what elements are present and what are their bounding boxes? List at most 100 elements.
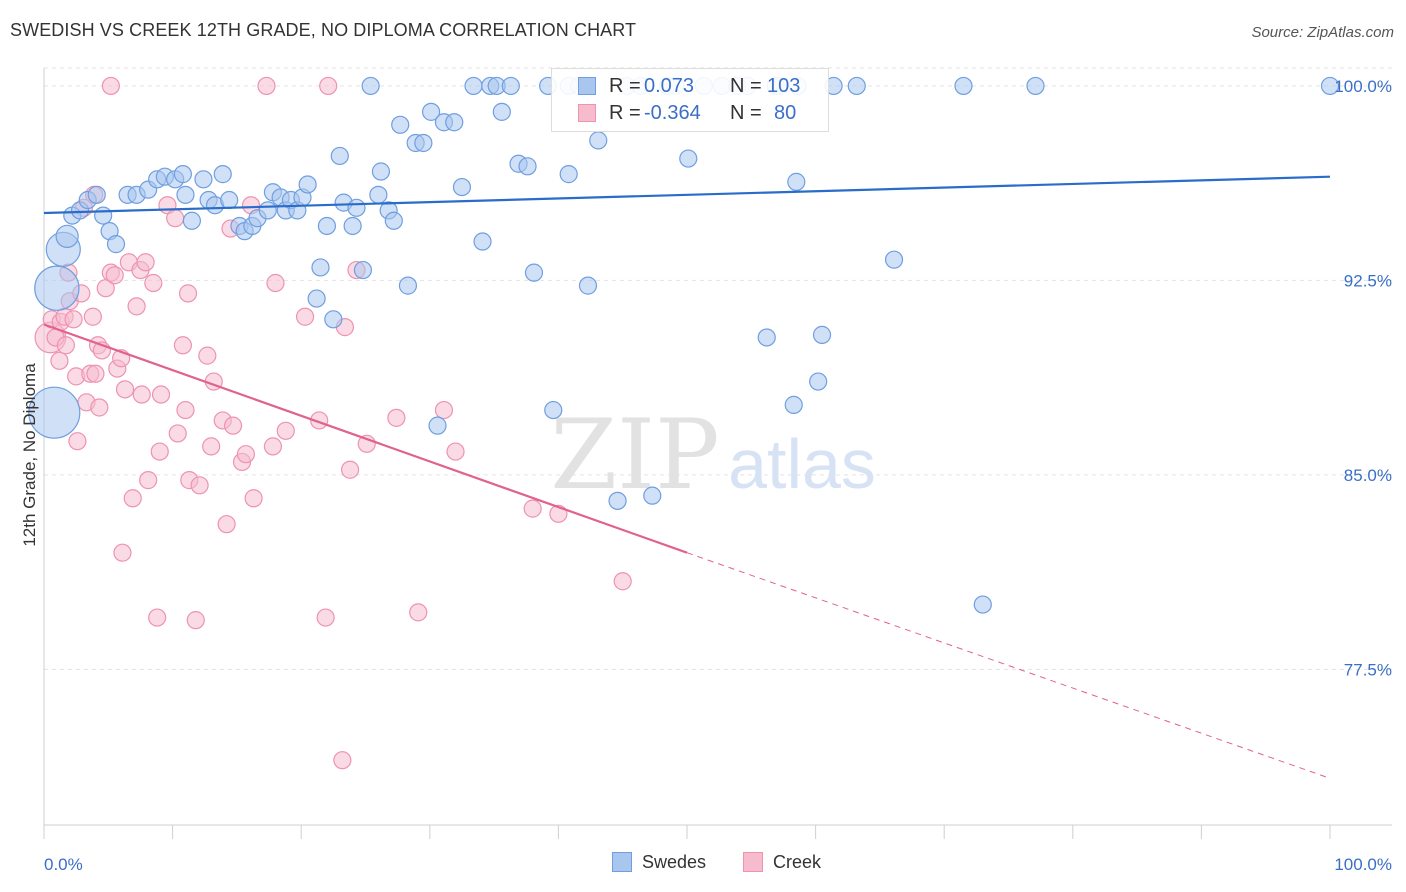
swedes-point: [812, 325, 832, 344]
swedes-point: [311, 258, 330, 277]
swedes-point: [473, 232, 492, 251]
y-tick-label: 92.5%: [1344, 271, 1392, 290]
swedes-point: [194, 170, 213, 189]
swedes-point: [343, 216, 362, 236]
creek-point: [446, 442, 465, 461]
creek-point: [316, 608, 335, 627]
swedes-point: [330, 146, 349, 166]
creek-point: [523, 499, 542, 518]
swedes-point: [353, 260, 373, 280]
creek-point: [266, 273, 285, 293]
y-tick-label: 85.0%: [1344, 466, 1392, 485]
swedes-point: [55, 224, 79, 248]
creek-point: [340, 460, 360, 479]
legend-r-label: R =: [609, 75, 641, 97]
swedes-point: [559, 165, 578, 184]
creek-point: [387, 408, 406, 427]
creek-trend-extension: [686, 552, 1331, 779]
bottom-legend-swedes: Swedes: [612, 852, 706, 873]
creek-point: [150, 442, 169, 461]
swedes-point: [784, 395, 803, 414]
creek-point: [409, 603, 428, 622]
legend-r-value: -0.364: [644, 102, 701, 124]
swedes-point: [182, 211, 201, 230]
swedes-point: [421, 102, 441, 121]
swedes-point: [371, 162, 391, 181]
swedes-point: [317, 216, 337, 236]
swedes-point: [220, 190, 239, 210]
creek-point: [202, 437, 221, 456]
swedes-point: [1026, 76, 1045, 96]
swedes-point: [518, 157, 537, 176]
creek-point: [223, 416, 243, 435]
creek-point: [244, 489, 263, 508]
swedes-point: [501, 76, 520, 96]
grid-lines: [44, 67, 1392, 670]
creek-point: [613, 572, 632, 591]
swedes-point: [954, 76, 973, 96]
legend-n-value: 80: [774, 102, 797, 124]
y-tick-label: 77.5%: [1344, 660, 1392, 679]
legend-row-creek: R = -0.364 N = 80: [552, 100, 828, 126]
swedes-point: [398, 276, 418, 295]
swedes-point: [787, 172, 806, 191]
creek-point: [168, 424, 187, 443]
creek-legend-label: Creek: [773, 852, 822, 872]
x-tick-label: 100.0%: [1334, 855, 1392, 874]
legend-n-label: N =: [730, 75, 762, 97]
creek-point: [257, 76, 276, 96]
source-label: Source: ZipAtlas.com: [1251, 24, 1394, 41]
swedes-point: [173, 165, 192, 184]
swedes-point: [643, 486, 662, 505]
creek-point: [113, 543, 132, 562]
legend-row-swedes: R = 0.073 N = 103: [552, 73, 828, 99]
swedes-legend-label: Swedes: [642, 852, 707, 872]
trend-lines: [43, 175, 1331, 779]
legend-r-label: R =: [609, 102, 641, 124]
swedes-point: [445, 113, 464, 132]
x-tick-label: 0.0%: [44, 855, 83, 874]
watermark-atlas: atlas: [728, 425, 876, 503]
creek-point: [263, 437, 283, 456]
swedes-point: [608, 491, 627, 510]
creek-point: [319, 76, 338, 96]
creek-point: [83, 307, 102, 326]
swedes-point: [589, 131, 608, 150]
creek-point: [136, 253, 155, 272]
creek-point: [105, 266, 124, 285]
creek-point: [186, 611, 205, 630]
swedes-point: [492, 102, 511, 121]
creek-point: [217, 515, 236, 534]
creek-point: [198, 346, 217, 365]
swedes-point: [884, 250, 904, 269]
creek-point: [144, 273, 163, 293]
swedes-point: [809, 372, 828, 391]
chart-title: SWEDISH VS CREEK 12TH GRADE, NO DIPLOMA …: [10, 20, 637, 40]
swedes-point: [213, 165, 232, 184]
y-axis-label: 12th Grade, No Diploma: [20, 363, 39, 547]
watermark-zip: ZIP: [550, 399, 719, 511]
watermark: ZIP atlas: [550, 399, 876, 511]
swedes-point: [307, 289, 326, 308]
stats-legend: R = 0.073 N = 103 R = -0.364 N = 80: [551, 68, 829, 132]
creek-point: [115, 380, 135, 399]
tick-labels: 100.0% 92.5% 85.0% 77.5% 0.0% 100.0%: [44, 77, 1392, 874]
swedes-point: [106, 235, 126, 254]
swedes-trend-line: [43, 175, 1331, 215]
swedes-point: [384, 211, 403, 230]
creek-points: [34, 76, 632, 770]
bottom-legend-creek: Creek: [743, 852, 821, 873]
swedes-point: [414, 133, 433, 153]
creek-swatch-icon: [578, 104, 596, 122]
swedes-point: [464, 76, 483, 96]
swedes-point: [578, 276, 598, 295]
swedes-point: [176, 185, 195, 204]
swedes-point: [757, 328, 776, 347]
swedes-point: [524, 263, 544, 282]
swedes-point: [452, 177, 472, 197]
creek-point: [190, 476, 209, 495]
creek-point: [64, 310, 83, 329]
swedes-point: [428, 416, 447, 435]
creek-point: [127, 297, 146, 316]
swedes-point: [94, 206, 113, 225]
